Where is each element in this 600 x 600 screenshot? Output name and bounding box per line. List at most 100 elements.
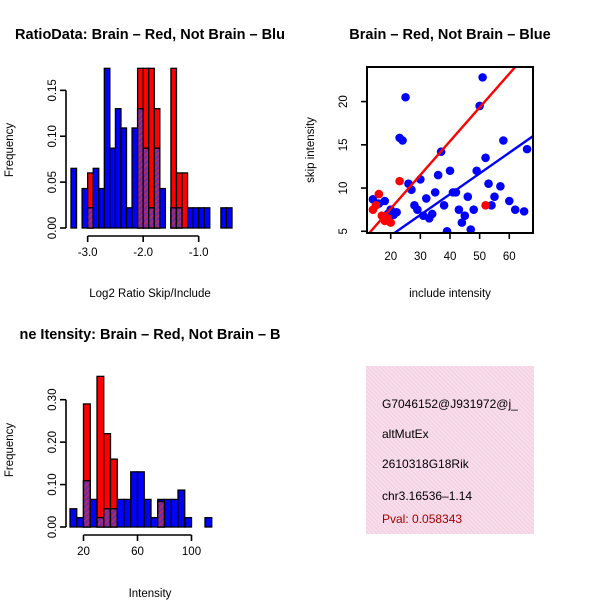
scatter-axes: 20 30 40 50 60 5 10 15 20 xyxy=(338,66,534,263)
scatter-plot-area xyxy=(367,67,533,233)
overlap-bar xyxy=(153,147,161,229)
x-tick-label: -1.0 xyxy=(189,247,209,259)
blue-bar xyxy=(69,508,78,528)
red-bar xyxy=(148,67,155,229)
blue-bar xyxy=(120,127,128,229)
blue-bar xyxy=(114,108,122,229)
blue-point xyxy=(398,136,407,145)
blue-point xyxy=(463,192,473,201)
info-gene-name: 2610318G18Rik xyxy=(382,457,470,471)
blue-bar xyxy=(159,187,167,229)
blue-point xyxy=(499,136,508,145)
blue-point xyxy=(392,207,401,217)
info-panel: G7046152@J931972@j_ altMutEx 2610318G18R… xyxy=(366,366,534,534)
overlap-bar xyxy=(109,508,118,528)
x-tick-label: 60 xyxy=(131,546,144,558)
blue-bar xyxy=(116,498,125,528)
intensity-histogram-xlabel: Intensity xyxy=(129,588,172,600)
blue-point xyxy=(490,192,499,201)
overlap-bar xyxy=(103,508,112,528)
overlap-bar xyxy=(148,207,155,229)
red-bar xyxy=(96,375,105,528)
blue-bar xyxy=(123,498,132,528)
info-event-type: altMutEx xyxy=(382,427,429,441)
blue-bar xyxy=(220,207,228,229)
blue-bar xyxy=(170,498,179,528)
blue-point xyxy=(487,201,496,210)
scatter-xlabel: include intensity xyxy=(409,288,491,300)
blue-point xyxy=(519,207,529,216)
blue-bar xyxy=(186,207,194,229)
x-tick-label: 50 xyxy=(473,251,486,263)
overlap-bar xyxy=(170,207,178,229)
ratio-histogram-axes: -3.0 -2.0 -1.0 0.00 0.05 0.10 0.15 xyxy=(47,79,209,259)
blue-bar xyxy=(204,517,213,528)
blue-bar xyxy=(103,67,111,229)
intensity-histogram-panel: ne Itensity: Brain – Red, Not Brain – B … xyxy=(4,327,281,600)
blue-bar xyxy=(143,498,152,528)
y-tick-label: 10 xyxy=(338,182,350,195)
blue-bar xyxy=(192,207,200,229)
overlap-bar xyxy=(175,207,183,229)
overlap-bar xyxy=(142,147,150,229)
scatter-ylabel: skip intensity xyxy=(305,117,317,183)
y-tick-label: 20 xyxy=(338,95,350,108)
x-tick-label: 60 xyxy=(503,251,516,263)
blue-point xyxy=(466,225,476,233)
info-box xyxy=(366,366,534,534)
red-point xyxy=(395,176,404,186)
red-point xyxy=(386,218,396,227)
blue-point xyxy=(478,73,487,82)
red-fit-line xyxy=(367,67,517,233)
blue-bar xyxy=(130,471,139,528)
blue-bar xyxy=(163,498,172,528)
info-location: chr3.16536–1.14 xyxy=(382,489,472,503)
blue-bar xyxy=(136,471,145,528)
scatter-title: Brain – Red, Not Brain – Blue xyxy=(349,27,550,43)
y-tick-label: 0.10 xyxy=(47,473,59,495)
blue-point xyxy=(454,205,464,214)
y-tick-label: 5 xyxy=(338,228,350,234)
red-point xyxy=(374,189,384,199)
blue-point xyxy=(484,179,493,189)
blue-point xyxy=(439,201,449,210)
ratio-histogram-bars xyxy=(70,67,233,229)
x-tick-label: 30 xyxy=(414,251,427,263)
blue-bar xyxy=(92,167,100,229)
ratio-histogram-title: RatioData: Brain – Red, Not Brain – Blu xyxy=(15,27,285,43)
scatter-panel: Brain – Red, Not Brain – Blue 20 30 40 50 60… xyxy=(305,27,551,300)
blue-bar xyxy=(177,489,186,528)
overlap-bar xyxy=(82,480,91,528)
ratio-histogram-ylabel: Frequency xyxy=(4,123,16,178)
blue-point xyxy=(401,92,410,102)
blue-bar xyxy=(109,147,117,229)
blue-point xyxy=(460,211,470,221)
intensity-histogram-bars xyxy=(69,375,213,528)
blue-bar xyxy=(76,517,85,528)
x-tick-label: 20 xyxy=(77,546,90,558)
blue-bar xyxy=(70,167,78,229)
y-tick-label: 0.30 xyxy=(47,389,59,411)
blue-bar xyxy=(198,207,205,229)
y-tick-label: 15 xyxy=(338,138,350,151)
x-tick-label: -2.0 xyxy=(133,247,153,259)
blue-bar xyxy=(98,187,105,229)
blue-bar xyxy=(81,187,89,229)
info-event-id: G7046152@J931972@j_ xyxy=(382,397,518,411)
blue-bar xyxy=(131,127,139,229)
overlap-bar xyxy=(157,500,166,528)
blue-point xyxy=(413,205,422,214)
overlap-bar xyxy=(136,108,144,229)
blue-bar xyxy=(89,498,98,528)
blue-point xyxy=(510,205,520,214)
x-tick-label: 40 xyxy=(444,251,457,263)
scatter-points xyxy=(367,67,533,233)
overlap-bar xyxy=(87,207,94,229)
ratio-histogram-panel: RatioData: Brain – Red, Not Brain – Blu … xyxy=(4,27,285,300)
blue-bar xyxy=(203,207,211,229)
blue-bar xyxy=(125,207,133,229)
y-tick-label: 0.10 xyxy=(47,125,59,147)
blue-point xyxy=(504,196,514,206)
intensity-histogram-axes: 20 60 100 0.00 0.10 0.20 0.30 xyxy=(47,389,201,558)
overlap-bar xyxy=(96,517,105,528)
